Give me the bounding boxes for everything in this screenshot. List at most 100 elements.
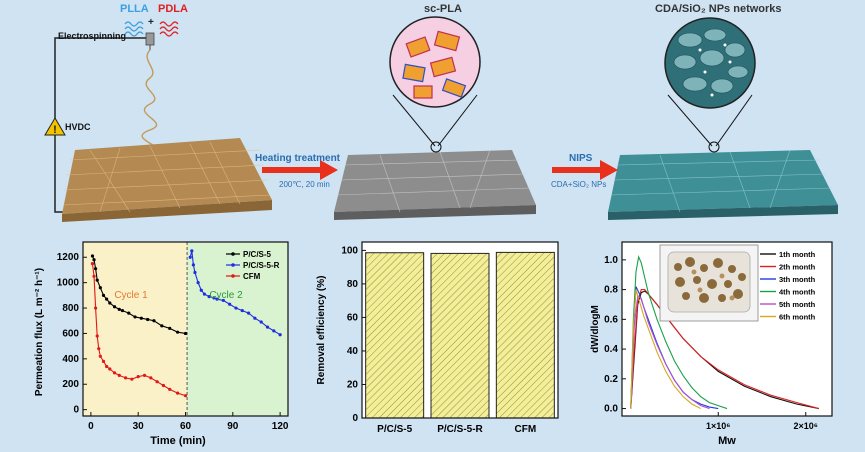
bar-cfm — [495, 251, 555, 419]
legend-label: 3th month — [779, 275, 816, 284]
sc-pla-mat — [334, 149, 536, 220]
x-axis-title: Time (min) — [150, 435, 206, 447]
data-point-p-c-s-5-r — [278, 333, 282, 337]
x-tick-label: 30 — [133, 421, 145, 432]
hvdc-warning-icon: ! — [44, 117, 66, 136]
data-point-cfm — [130, 377, 134, 381]
bar-p-c-s-5 — [365, 252, 425, 419]
heating-arrow — [262, 160, 338, 180]
x-tick-label: P/C/S-5-R — [437, 424, 483, 435]
data-point-p-c-s-5-r — [253, 316, 257, 320]
data-point-p-c-s-5-r — [265, 325, 270, 329]
y-tick-label: 0 — [352, 413, 358, 424]
data-point-p-c-s-5-r — [191, 263, 195, 267]
heating-label: Heating treatment — [255, 153, 341, 164]
legend-label: 6th month — [779, 313, 816, 322]
plot-frame — [361, 241, 559, 419]
data-point-p-c-s-5 — [160, 324, 164, 328]
data-point-cfm — [136, 375, 140, 379]
y-tick-label: 1200 — [57, 252, 80, 263]
x-tick-label: 120 — [272, 421, 289, 432]
nips-condition: CDA+SiO₂ NPs — [551, 180, 607, 189]
y-tick-label: 0.2 — [604, 374, 618, 385]
y-tick-label: 80 — [347, 279, 359, 290]
data-point-p-c-s-5 — [133, 315, 137, 319]
bar-p-c-s-5-r — [430, 252, 490, 419]
plla-chains-icon — [124, 21, 144, 37]
removal-chart: P/C/S-5 P/C/S-5-R CFM 0 20 40 60 80 100 Removal … — [316, 241, 559, 435]
data-point-cfm — [117, 373, 121, 377]
cycle2-label: Cycle 2 — [209, 290, 243, 301]
legend-label: 1th month — [779, 250, 816, 259]
y-axis-title: dW/dlogM — [590, 305, 601, 353]
electrospinning-label: Electrospinning — [58, 31, 127, 41]
mw-chart: 1×10⁶ 2×10⁶ 0.0 0.2 0.4 0.6 0.8 1.0 Mw dW/dlogM… — [590, 241, 833, 447]
data-point-cfm — [142, 373, 147, 377]
y-tick-label: 60 — [347, 312, 359, 323]
y-tick-label: 600 — [62, 328, 79, 339]
data-point-p-c-s-5-r — [196, 281, 200, 285]
data-point-p-c-s-5 — [108, 301, 112, 305]
legend-label: P/C/S-5 — [243, 250, 272, 259]
data-point-p-c-s-5 — [98, 286, 102, 290]
data-point-p-c-s-5-r — [272, 329, 276, 333]
plus-sign: + — [148, 17, 154, 28]
data-point-cfm — [101, 359, 106, 363]
data-point-p-c-s-5-r — [188, 255, 192, 259]
x-tick-label: CFM — [514, 424, 536, 435]
data-point-p-c-s-5 — [168, 326, 172, 330]
data-point-p-c-s-5 — [183, 331, 188, 336]
y-tick-label: 200 — [62, 379, 79, 390]
y-tick-label: 0.4 — [604, 344, 618, 355]
data-point-cfm — [149, 376, 153, 380]
nips-arrow — [552, 160, 618, 180]
data-point-p-c-s-5-r — [234, 306, 238, 310]
y-tick-label: 100 — [341, 245, 358, 256]
legend-label: 4th month — [779, 288, 816, 297]
y-tick-label: 0.8 — [604, 285, 618, 296]
svg-text:!: ! — [53, 124, 57, 136]
x-tick-label: 1×10⁶ — [706, 421, 730, 431]
series-line-6th-month — [630, 289, 701, 410]
data-point-p-c-s-5 — [90, 254, 95, 258]
data-point-cfm — [108, 367, 112, 371]
sample-photo-inset — [659, 244, 759, 322]
data-point-p-c-s-5-r — [207, 295, 211, 299]
data-point-p-c-s-5 — [146, 317, 150, 322]
electrospun-mat — [62, 138, 272, 222]
cycle1-label: Cycle 1 — [114, 290, 148, 301]
data-point-p-c-s-5 — [95, 278, 99, 282]
data-point-p-c-s-5 — [94, 267, 98, 271]
data-point-cfm — [92, 274, 96, 278]
process-schematic: ! — [44, 16, 838, 222]
data-point-p-c-s-5-r — [202, 292, 207, 296]
legend-marker — [231, 252, 235, 256]
x-tick-label: 90 — [227, 421, 239, 432]
cda-sio2-mat — [608, 149, 838, 220]
legend-label: 5th month — [779, 300, 816, 309]
data-point-cfm — [97, 347, 101, 351]
data-point-p-c-s-5-r — [259, 320, 263, 324]
data-point-p-c-s-5-r — [190, 249, 194, 253]
data-point-p-c-s-5 — [105, 297, 109, 301]
data-point-cfm — [95, 334, 99, 338]
data-point-cfm — [123, 376, 128, 380]
sc-pla-label: sc-PLA — [424, 3, 462, 15]
data-point-p-c-s-5-r — [221, 298, 225, 303]
data-point-cfm — [94, 306, 98, 310]
x-tick-label: 60 — [180, 421, 192, 432]
data-point-cfm — [105, 364, 109, 369]
data-point-cfm — [90, 261, 95, 266]
data-point-p-c-s-5 — [176, 330, 180, 334]
legend-label: CFM — [243, 272, 261, 281]
legend-label: P/C/S-5-R — [243, 261, 280, 270]
legend: 1th month 2th month 3th month 4th month 5th … — [760, 250, 816, 322]
y-tick-label: 0.0 — [604, 404, 618, 415]
data-point-cfm — [168, 387, 172, 391]
legend: P/C/S-5 P/C/S-5-R CFM — [226, 250, 280, 281]
x-tick-label: 0 — [88, 421, 94, 432]
data-point-p-c-s-5-r — [199, 288, 203, 292]
spinneret-icon — [145, 32, 155, 50]
data-point-p-c-s-5-r — [240, 308, 244, 313]
